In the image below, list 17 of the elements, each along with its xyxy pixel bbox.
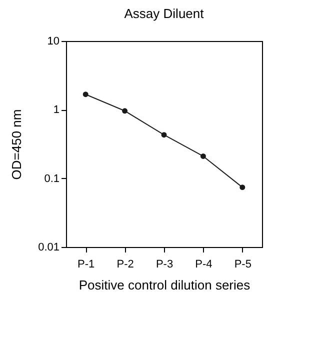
point [161,132,167,138]
point [240,184,246,190]
x-tick-label: P-4 [195,258,212,270]
y-axis-title: OD=450 nm [9,109,24,180]
x-axis-title: Positive control dilution series [78,278,251,292]
y-tick-label: 10 [47,36,60,48]
chart-title: Assay Diluent [124,6,204,21]
y-tick-label: 0.01 [38,242,60,254]
y-tick-label: 1 [53,104,60,116]
x-tick-label: P-2 [116,258,134,270]
point [122,108,128,114]
point [82,92,88,98]
x-tick-label: P-5 [234,258,252,270]
y-tick-label: 0.1 [44,172,60,185]
x-tick-label: P-1 [78,258,95,270]
point [200,153,206,159]
x-tick-label: P-3 [156,258,174,270]
